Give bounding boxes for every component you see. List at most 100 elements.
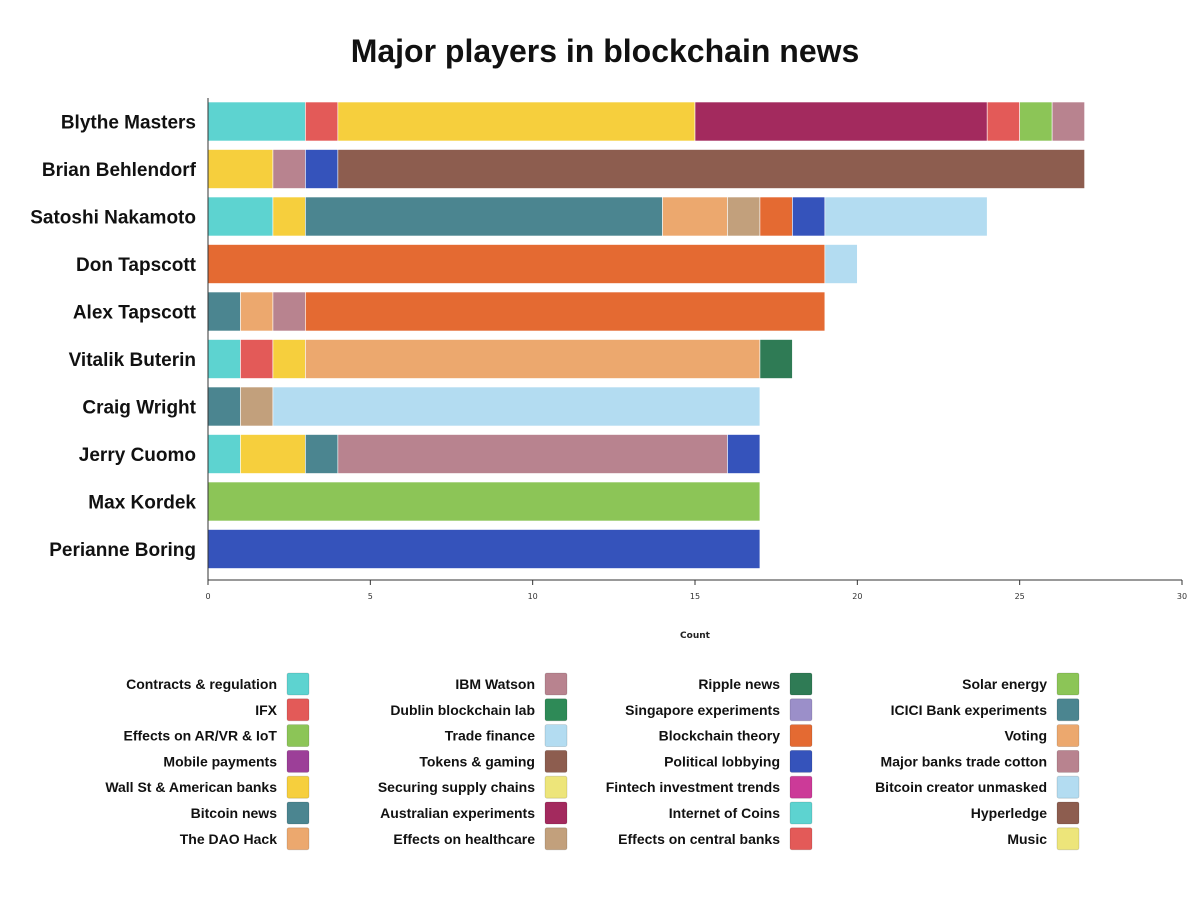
bar-brian-behlendorf xyxy=(207,149,1085,189)
bar-vitalik-buterin xyxy=(207,339,793,379)
bar-segment-bitcoin-news xyxy=(305,434,339,474)
legend-item-blockchain-theory: Blockchain theory xyxy=(659,724,813,747)
legend-item-singapore-experiments: Singapore experiments xyxy=(625,698,813,722)
legend-label: Fintech investment trends xyxy=(606,779,780,795)
legend-swatch xyxy=(1056,698,1080,722)
bar-segment-solar-energy xyxy=(1019,101,1053,142)
bar-segment-political-lobbying xyxy=(207,529,761,569)
bar-perianne-boring xyxy=(207,529,761,569)
bar-alex-tapscott xyxy=(207,291,826,332)
legend-label: Tokens & gaming xyxy=(419,753,535,769)
legend-swatch xyxy=(789,775,813,799)
legend-swatch xyxy=(544,775,568,799)
bar-segment-effects-on-central-banks xyxy=(986,101,1020,142)
bar-don-tapscott xyxy=(207,244,858,284)
legend-label: Contracts & regulation xyxy=(126,676,277,692)
legend: Contracts & regulation IFX Effects on AR/V… xyxy=(105,672,1080,851)
bar-segment-major-banks-trade-cotton xyxy=(1051,101,1085,142)
legend-swatch xyxy=(286,775,310,799)
bar-segment-political-lobbying xyxy=(727,434,761,474)
legend-item-effects-on-healthcare: Effects on healthcare xyxy=(393,827,568,851)
legend-label: Major banks trade cotton xyxy=(881,753,1047,769)
legend-swatch xyxy=(789,827,813,851)
legend-swatch xyxy=(286,827,310,851)
bar-segment-ifx xyxy=(305,101,339,142)
category-label: Satoshi Nakamoto xyxy=(30,208,196,229)
legend-swatch xyxy=(1056,827,1080,851)
category-label: Perianne Boring xyxy=(49,540,196,561)
legend-swatch xyxy=(544,724,568,747)
bar-segment-the-dao-hack xyxy=(662,196,728,237)
legend-label: Voting xyxy=(1004,728,1047,744)
legend-item-music: Music xyxy=(1007,827,1080,851)
bar-segment-political-lobbying xyxy=(305,149,339,189)
legend-item-political-lobbying: Political lobbying xyxy=(664,750,813,773)
bar-segment-hyperledge xyxy=(337,149,1085,189)
legend-label: IBM Watson xyxy=(455,676,535,692)
legend-swatch xyxy=(286,801,310,825)
x-tick-label: 30 xyxy=(1177,592,1187,601)
bar-craig-wright xyxy=(207,386,761,427)
bar-segment-ibm-watson xyxy=(272,291,306,332)
bar-segment-effects-on-healthcare xyxy=(727,196,761,237)
bar-segment-blockchain-theory xyxy=(305,291,826,332)
bar-segment-contracts-regulation xyxy=(207,339,241,379)
legend-item-effects-on-central-banks: Effects on central banks xyxy=(618,827,813,851)
name-labels: Blythe Masters Brian Behlendorf Satoshi Na… xyxy=(30,113,196,562)
legend-swatch xyxy=(286,750,310,773)
legend-item-ifx: IFX xyxy=(255,698,310,722)
legend-label: Music xyxy=(1007,831,1047,847)
legend-swatch xyxy=(789,698,813,722)
bar-segment-contracts-regulation xyxy=(207,101,306,142)
legend-label: Bitcoin creator unmasked xyxy=(875,779,1047,795)
legend-item-voting: Voting xyxy=(1004,724,1080,747)
bar-segment-wall-st-american-banks xyxy=(272,196,306,237)
category-label: Brian Behlendorf xyxy=(42,160,197,181)
x-axis-title: Count xyxy=(680,631,711,641)
legend-label: Singapore experiments xyxy=(625,702,780,718)
legend-item-mobile-payments: Mobile payments xyxy=(163,750,310,773)
legend-swatch xyxy=(1056,724,1080,747)
legend-item-tokens-gaming: Tokens & gaming xyxy=(419,750,568,773)
category-label: Alex Tapscott xyxy=(73,303,197,324)
legend-label: Mobile payments xyxy=(163,753,277,769)
legend-swatch xyxy=(789,750,813,773)
legend-swatch xyxy=(1056,801,1080,825)
bar-segment-solar-energy xyxy=(207,481,761,522)
x-tick-label: 10 xyxy=(528,592,538,601)
legend-swatch xyxy=(789,672,813,696)
legend-label: IFX xyxy=(255,702,277,718)
bar-segment-wall-st-american-banks xyxy=(337,101,696,142)
bar-segment-effects-on-healthcare xyxy=(240,386,274,427)
legend-swatch xyxy=(1056,750,1080,773)
bar-segment-ibm-watson xyxy=(272,149,306,189)
bar-segment-bitcoin-news xyxy=(207,386,241,427)
legend-item-ripple-news: Ripple news xyxy=(698,672,813,696)
legend-swatch xyxy=(544,750,568,773)
bar-segment-the-dao-hack xyxy=(305,339,761,379)
legend-item-icici-bank-experiments: ICICI Bank experiments xyxy=(891,698,1080,722)
legend-item-fintech-investment-trends: Fintech investment trends xyxy=(606,775,813,799)
legend-item-internet-of-coins: Internet of Coins xyxy=(669,801,813,825)
legend-label: Hyperledge xyxy=(971,805,1047,821)
legend-label: Effects on AR/VR & IoT xyxy=(124,728,278,744)
legend-swatch xyxy=(789,724,813,747)
legend-label: Political lobbying xyxy=(664,753,780,769)
legend-item-bitcoin-creator-unmasked: Bitcoin creator unmasked xyxy=(875,775,1080,799)
legend-label: Australian experiments xyxy=(380,805,535,821)
legend-item-securing-supply-chains: Securing supply chains xyxy=(378,775,568,799)
category-label: Vitalik Buterin xyxy=(69,350,196,371)
legend-label: Dublin blockchain lab xyxy=(390,702,535,718)
bar-segment-bitcoin-creator-unmasked xyxy=(272,386,761,427)
x-tick-label: 0 xyxy=(205,592,210,601)
legend-item-the-dao-hack: The DAO Hack xyxy=(180,827,310,851)
legend-label: Ripple news xyxy=(698,676,780,692)
x-axis: 0 5 10 15 20 25 30 xyxy=(205,98,1187,601)
bar-segment-bitcoin-news xyxy=(305,196,663,237)
legend-label: Effects on central banks xyxy=(618,831,780,847)
category-label: Jerry Cuomo xyxy=(79,445,196,466)
bar-segment-wall-st-american-banks xyxy=(240,434,306,474)
bar-segment-wall-st-american-banks xyxy=(207,149,274,189)
legend-item-solar-energy: Solar energy xyxy=(962,672,1080,696)
